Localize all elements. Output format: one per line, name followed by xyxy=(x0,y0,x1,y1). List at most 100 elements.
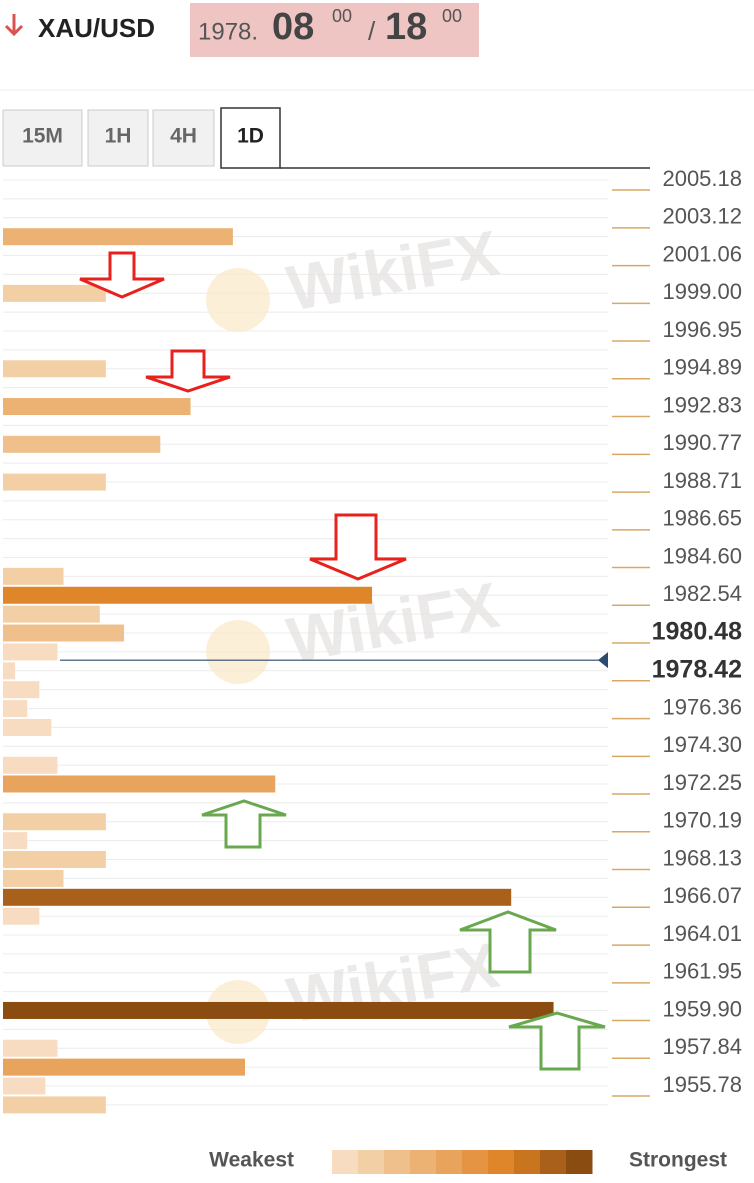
legend-strong: Strongest xyxy=(629,1149,727,1172)
y-tick-label: 1992.83 xyxy=(662,392,742,417)
watermark-logo xyxy=(206,268,270,332)
legend: Weakest Strongest xyxy=(209,1149,727,1174)
y-tick-label: 1986.65 xyxy=(662,506,742,531)
tab-label[interactable]: 4H xyxy=(170,125,197,148)
bar xyxy=(3,473,106,491)
legend-swatch xyxy=(436,1150,463,1174)
legend-swatch xyxy=(384,1150,411,1174)
watermark: WikiFX xyxy=(282,217,504,325)
bar xyxy=(3,1096,106,1114)
y-tick-label: 1974.30 xyxy=(662,732,742,757)
watermark-logo xyxy=(206,620,270,684)
legend-swatch xyxy=(566,1150,593,1174)
red-arrow xyxy=(309,513,407,581)
tab[interactable] xyxy=(220,107,281,169)
tab-label[interactable]: 1D xyxy=(237,125,264,148)
y-tick-label: 1961.95 xyxy=(662,959,742,984)
bar xyxy=(3,624,124,642)
y-tick-label: 1982.54 xyxy=(662,581,742,606)
annotation-arrows xyxy=(79,251,606,1071)
bar xyxy=(3,869,64,887)
bar xyxy=(3,851,106,869)
bar xyxy=(3,756,58,774)
legend-weak: Weakest xyxy=(209,1149,294,1172)
y-tick-label: 1984.60 xyxy=(662,543,742,568)
tab[interactable] xyxy=(152,109,215,167)
bid-sup: 00 xyxy=(332,6,352,26)
y-tick-label: 2001.06 xyxy=(662,241,742,266)
green-arrow xyxy=(459,910,557,974)
bar xyxy=(3,907,40,925)
price-box xyxy=(190,3,479,57)
bar xyxy=(3,681,40,699)
y-tick-label: 1955.78 xyxy=(662,1072,742,1097)
ask-big: 18 xyxy=(385,6,427,48)
legend-swatch xyxy=(488,1150,515,1174)
bar xyxy=(3,718,52,736)
y-tick-label: 1994.89 xyxy=(662,355,742,380)
y-tick-label: 1970.19 xyxy=(662,808,742,833)
bar xyxy=(3,586,373,604)
bar xyxy=(3,832,28,850)
bar xyxy=(3,284,106,302)
bar xyxy=(3,643,58,661)
y-tick-label: 1964.01 xyxy=(662,921,742,946)
y-tick-label: 1968.13 xyxy=(662,845,742,870)
y-tick-label: 1966.07 xyxy=(662,883,742,908)
down-icon xyxy=(4,14,24,37)
tabs: 15M 1H 4H 1D xyxy=(2,107,281,169)
y-tick-label: 1996.95 xyxy=(662,317,742,342)
y-axis: 2005.18 2003.12 2001.06 1999.00 1996.95 1994.… xyxy=(612,166,742,1097)
bar xyxy=(3,775,276,793)
y-tick-label: 1999.00 xyxy=(662,279,742,304)
ask-sup: 00 xyxy=(442,6,462,26)
y-tick-label: 1959.90 xyxy=(662,996,742,1021)
bar xyxy=(3,888,512,906)
bar xyxy=(3,398,191,416)
bid-big: 08 xyxy=(272,6,314,48)
tab[interactable] xyxy=(87,109,149,167)
bar xyxy=(3,228,233,246)
symbol: XAU/USD xyxy=(38,13,155,43)
tab-label[interactable]: 1H xyxy=(105,125,132,148)
red-arrow xyxy=(79,251,165,299)
y-tick-label: 2003.12 xyxy=(662,204,742,229)
legend-swatch xyxy=(540,1150,567,1174)
y-tick-label: 2005.18 xyxy=(662,166,742,191)
legend-swatch xyxy=(410,1150,437,1174)
price-pointer xyxy=(598,652,608,669)
bar xyxy=(3,700,28,718)
bar xyxy=(3,1077,46,1095)
bar xyxy=(3,813,106,831)
y-tick-label: 1980.48 xyxy=(652,618,742,646)
y-tick-label: 1988.71 xyxy=(662,468,742,493)
legend-swatch xyxy=(332,1150,359,1174)
bar xyxy=(3,360,106,378)
y-tick-label: 1976.36 xyxy=(662,694,742,719)
bar xyxy=(3,1001,554,1019)
y-tick-label: 1957.84 xyxy=(662,1034,742,1059)
bar xyxy=(3,605,100,623)
bars xyxy=(3,228,608,1114)
red-arrow xyxy=(145,349,231,393)
bar xyxy=(3,1058,245,1076)
y-tick-label: 1978.42 xyxy=(652,655,742,683)
bar xyxy=(3,1039,58,1057)
y-tick-label: 1972.25 xyxy=(662,770,742,795)
watermark: WikiFX xyxy=(282,929,504,1037)
legend-swatch xyxy=(514,1150,541,1174)
legend-swatch xyxy=(358,1150,385,1174)
bid-main: 1978. xyxy=(198,18,258,45)
bar xyxy=(3,662,16,680)
legend-swatch xyxy=(462,1150,489,1174)
separator: / xyxy=(368,16,376,46)
bar xyxy=(3,435,161,453)
tab-label[interactable]: 15M xyxy=(22,125,63,148)
bar xyxy=(3,567,64,585)
tab[interactable] xyxy=(2,109,83,167)
green-arrow xyxy=(201,799,287,849)
green-arrow xyxy=(508,1011,606,1071)
y-tick-label: 1990.77 xyxy=(662,430,742,455)
